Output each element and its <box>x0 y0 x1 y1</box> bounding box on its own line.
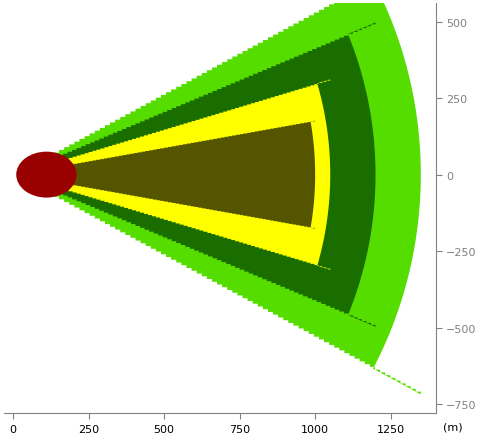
Polygon shape <box>13 80 330 270</box>
Ellipse shape <box>16 152 76 198</box>
Polygon shape <box>13 121 314 229</box>
Polygon shape <box>13 23 375 327</box>
X-axis label: (m): (m) <box>443 422 462 431</box>
Polygon shape <box>13 0 420 395</box>
